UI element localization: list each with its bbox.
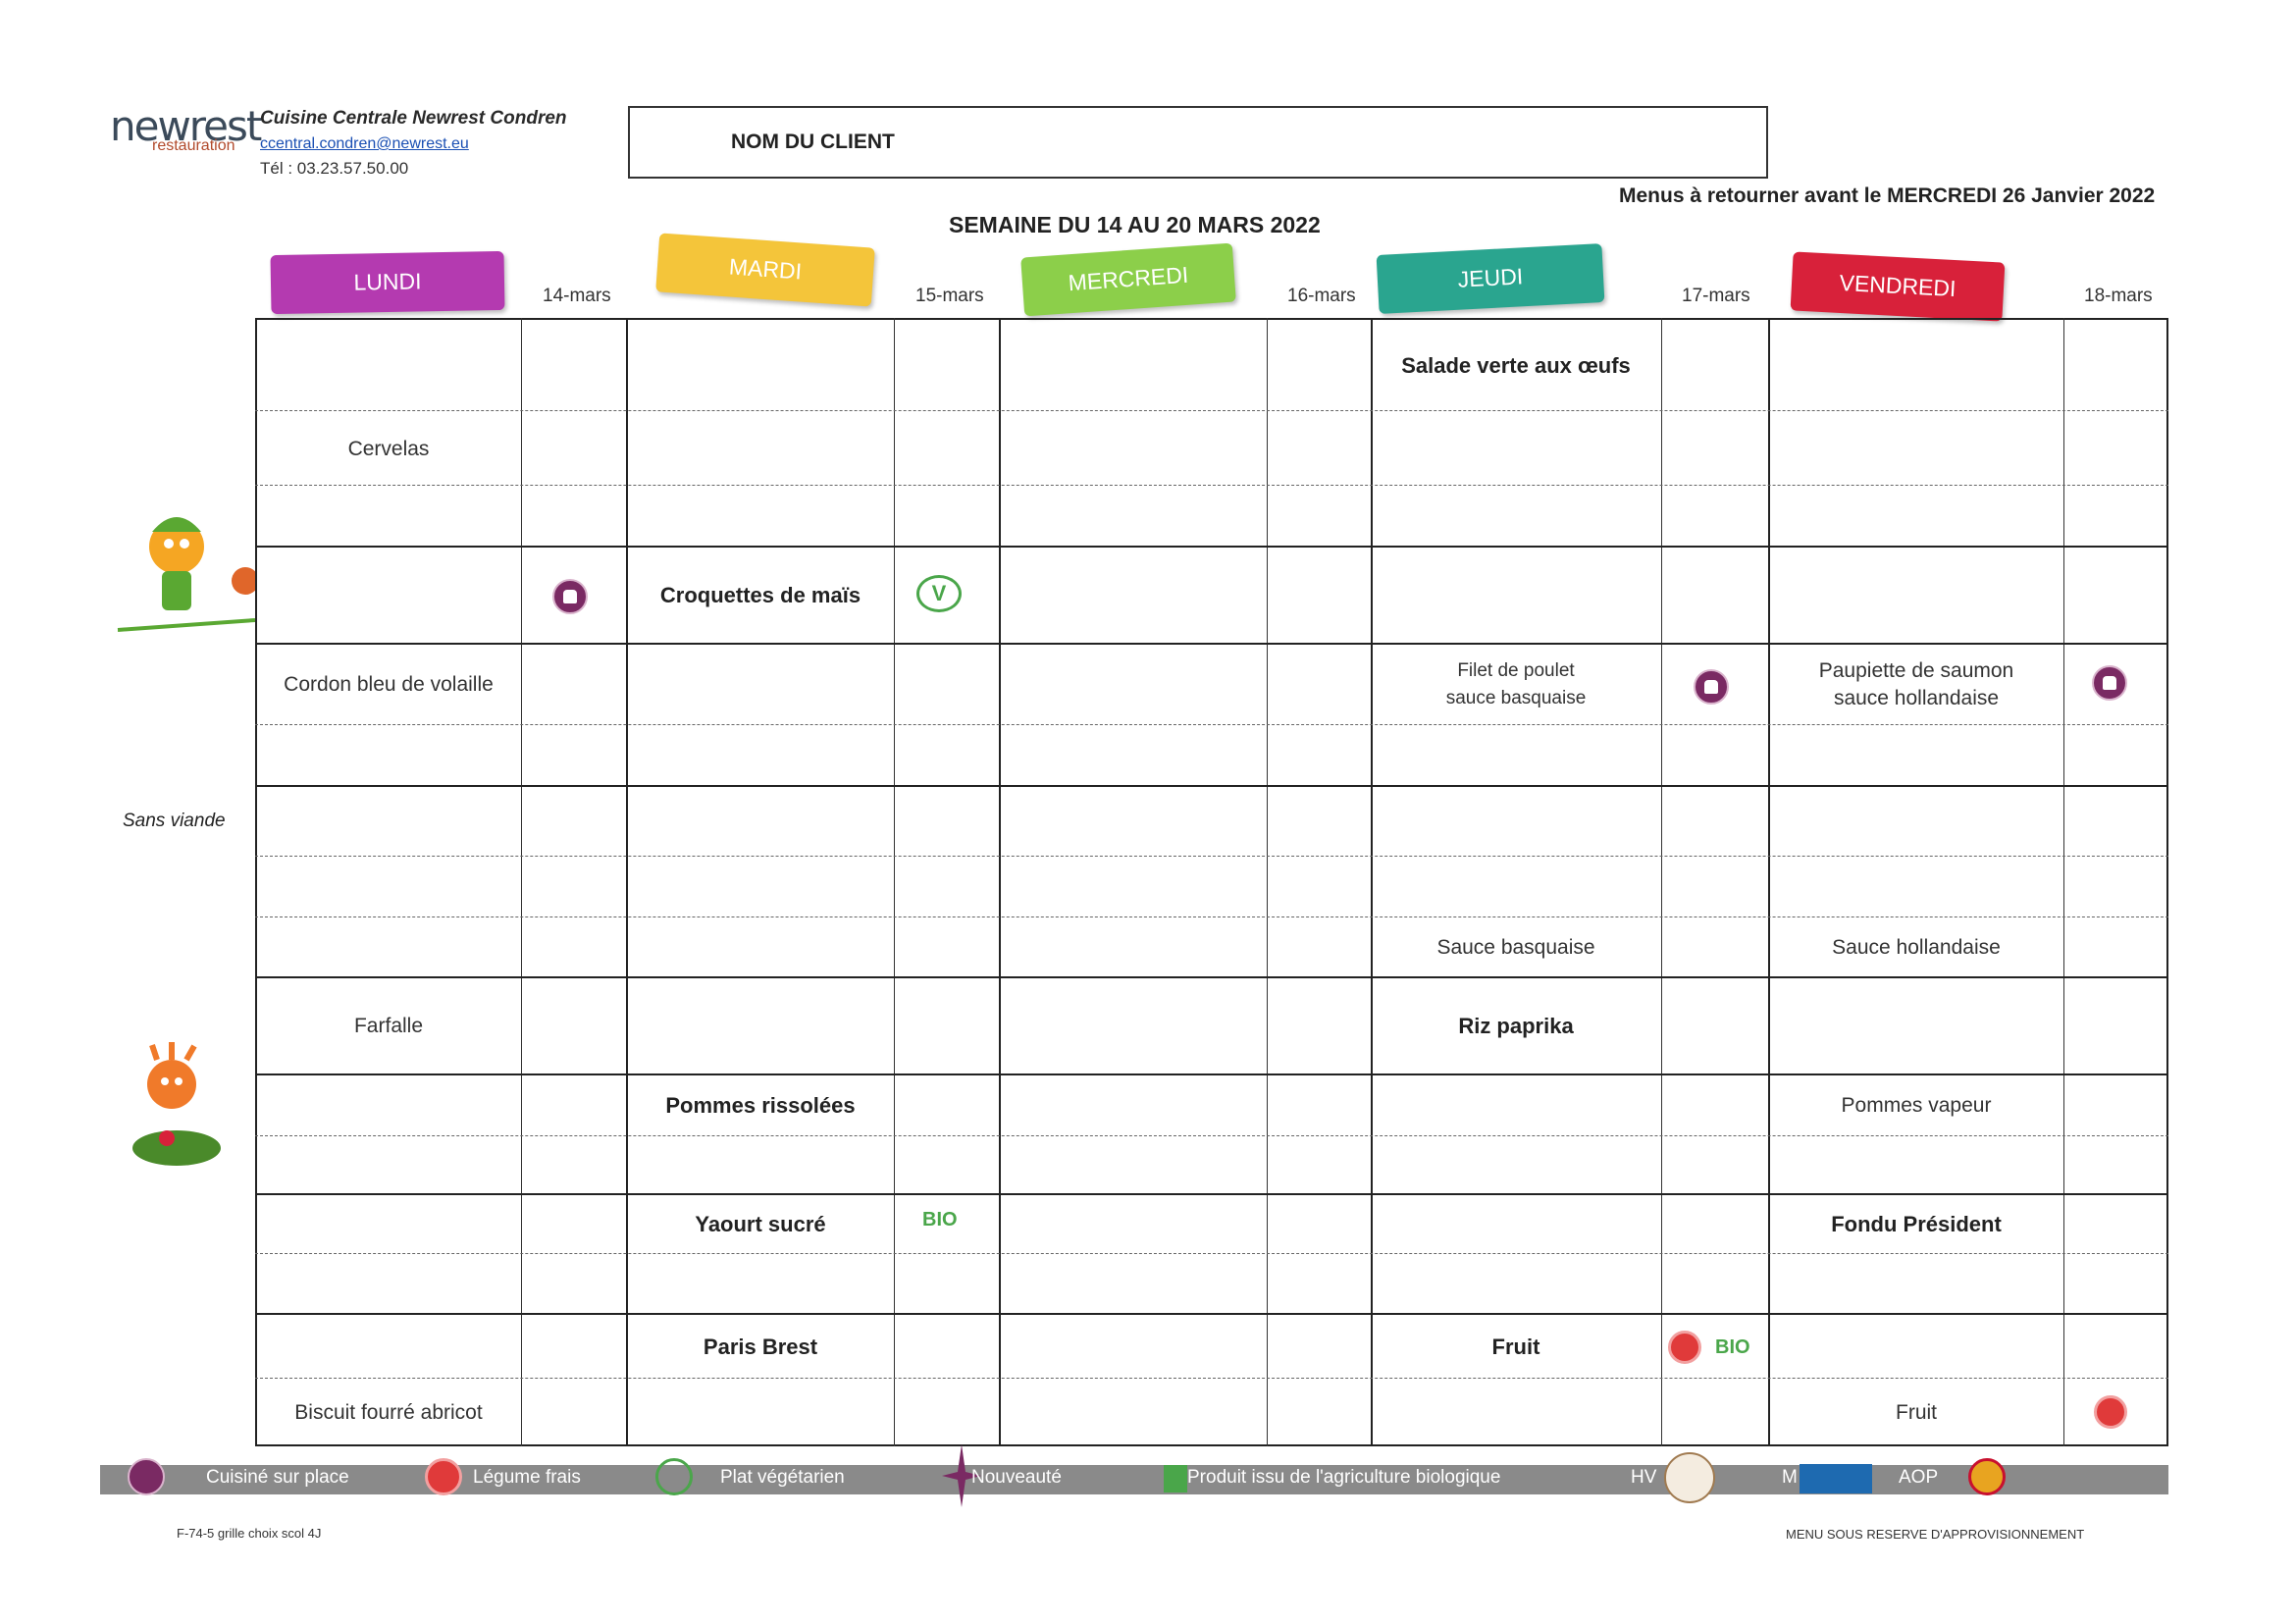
menu-item-jeudi-entree: Salade verte aux œufs: [1401, 352, 1631, 378]
vegetable-character-icon: [132, 1042, 221, 1166]
company-email-link[interactable]: ccentral.condren@newrest.eu: [260, 135, 469, 152]
grid-section-line: [255, 976, 2168, 978]
msc-label-icon: [1800, 1464, 1872, 1493]
hve-seal-icon: [1664, 1452, 1715, 1503]
grid-column-separator: [2063, 318, 2064, 1446]
cuisine-sur-place-icon: [552, 579, 588, 614]
menu-item-mardi-legume: Pommes rissolées: [665, 1093, 856, 1118]
grid-column-separator: [894, 318, 895, 1446]
legend-hve: HV: [1631, 1467, 1657, 1488]
company-name: Cuisine Centrale Newrest Condren: [260, 108, 567, 129]
grid-day-separator: [1768, 318, 1770, 1446]
date-jeudi: 17-mars: [1682, 286, 1750, 306]
grid-row-line: [255, 485, 2168, 486]
menu-grid: [255, 318, 2168, 1446]
grid-column-separator: [1661, 318, 1662, 1446]
legume-frais-icon: [2094, 1395, 2127, 1429]
legend-vegetarien: Plat végétarien: [720, 1467, 845, 1488]
date-mercredi: 16-mars: [1287, 286, 1356, 306]
menu-item-vendredi-laitage: Fondu Président: [1831, 1212, 2002, 1236]
menu-item-jeudi-sauce: Sauce basquaise: [1436, 936, 1595, 959]
menu-item-lundi-feculent: Farfalle: [353, 1015, 424, 1037]
bio-icon: BIO: [1715, 1336, 1750, 1358]
menu-item-lundi-dessert: Biscuit fourré abricot: [294, 1400, 483, 1424]
grid-section-line: [255, 785, 2168, 787]
menu-item-mardi-plat: Croquettes de maïs: [659, 583, 861, 607]
grid-row-line: [255, 724, 2168, 725]
menu-item-jeudi-plat-line1: Filet de poulet: [1457, 659, 1575, 681]
menu-item-mardi-dessert: Paris Brest: [703, 1334, 818, 1359]
grid-column-separator: [1267, 318, 1268, 1446]
legend-cuisine: Cuisiné sur place: [206, 1467, 349, 1488]
cuisine-sur-place-icon: [128, 1458, 165, 1495]
tab-mercredi: MERCREDI: [1020, 242, 1236, 317]
menu-item-vendredi-dessert: Fruit: [1896, 1400, 1937, 1424]
grid-column-separator: [521, 318, 522, 1446]
grid-section-line: [255, 1313, 2168, 1315]
date-vendredi: 18-mars: [2084, 286, 2153, 306]
date-mardi: 15-mars: [915, 286, 984, 306]
tab-lundi: LUNDI: [270, 250, 505, 315]
vegetarian-icon: [655, 1458, 693, 1495]
menu-item-jeudi-feculent: Riz paprika: [1458, 1014, 1574, 1038]
tab-mardi: MARDI: [655, 233, 875, 307]
grid-row-line: [255, 916, 2168, 917]
vegetarian-icon: V: [916, 575, 962, 612]
legend-bio: Produit issu de l'agriculture biologique: [1187, 1467, 1501, 1488]
menu-item-lundi-entree: Cervelas: [347, 437, 430, 460]
grid-row-line: [255, 410, 2168, 411]
grid-section-line: [255, 643, 2168, 645]
newrest-logo: newrest: [110, 102, 262, 150]
week-title: SEMAINE DU 14 AU 20 MARS 2022: [949, 212, 1321, 237]
grid-row-line: [255, 1378, 2168, 1379]
legend-msc: M: [1782, 1467, 1798, 1488]
menu-item-jeudi-dessert: Fruit: [1491, 1334, 1540, 1359]
grid-section-line: [255, 546, 2168, 548]
menu-item-vendredi-sauce: Sauce hollandaise: [1832, 936, 2001, 959]
client-name-box[interactable]: [628, 106, 1768, 179]
grid-section-line: [255, 1193, 2168, 1195]
tab-jeudi: JEUDI: [1376, 243, 1605, 314]
legume-frais-icon: [1668, 1331, 1701, 1364]
sans-viande-label: Sans viande: [123, 811, 226, 831]
bio-icon: BIO: [922, 1209, 958, 1230]
menu-item-mardi-laitage: Yaourt sucré: [695, 1212, 826, 1236]
company-phone: Tél : 03.23.57.50.00: [260, 159, 409, 178]
grid-day-separator: [1371, 318, 1373, 1446]
document-reference: F-74-5 grille choix scol 4J: [177, 1526, 322, 1541]
legend-nouveaute: Nouveauté: [971, 1467, 1062, 1488]
legume-frais-icon: [425, 1458, 462, 1495]
grid-row-line: [255, 1135, 2168, 1136]
logo-subtitle: restauration: [152, 137, 235, 154]
grid-row-line: [255, 856, 2168, 857]
aop-seal-icon: [1968, 1458, 2006, 1495]
tab-vendredi: VENDREDI: [1790, 251, 2006, 322]
menu-item-vendredi-plat-line2: sauce hollandaise: [1833, 686, 2000, 709]
return-deadline-note: Menus à retourner avant le MERCREDI 26 J…: [1619, 184, 2156, 207]
cuisine-sur-place-icon: [2092, 665, 2127, 701]
menu-item-lundi-plat: Cordon bleu de volaille: [284, 673, 494, 696]
legend-aop: AOP: [1899, 1467, 1939, 1488]
grid-row-line: [255, 1253, 2168, 1254]
grid-day-separator: [626, 318, 628, 1446]
gardener-character-icon: [117, 517, 255, 632]
menu-item-vendredi-plat-line1: Paupiette de saumon: [1818, 658, 2014, 682]
date-lundi: 14-mars: [543, 286, 611, 306]
nouveaute-star-icon: [942, 1444, 981, 1507]
grid-day-separator: [999, 318, 1001, 1446]
client-name-label: NOM DU CLIENT: [731, 131, 895, 153]
bio-leaf-icon: [1164, 1465, 1187, 1492]
menu-item-jeudi-plat-line2: sauce basquaise: [1445, 687, 1587, 708]
legend-legume: Légume frais: [473, 1467, 581, 1488]
cuisine-sur-place-icon: [1694, 669, 1729, 705]
grid-section-line: [255, 1073, 2168, 1075]
supply-disclaimer: MENU SOUS RESERVE D'APPROVISIONNEMENT: [1786, 1527, 2085, 1542]
menu-item-vendredi-legume: Pommes vapeur: [1841, 1094, 1992, 1117]
